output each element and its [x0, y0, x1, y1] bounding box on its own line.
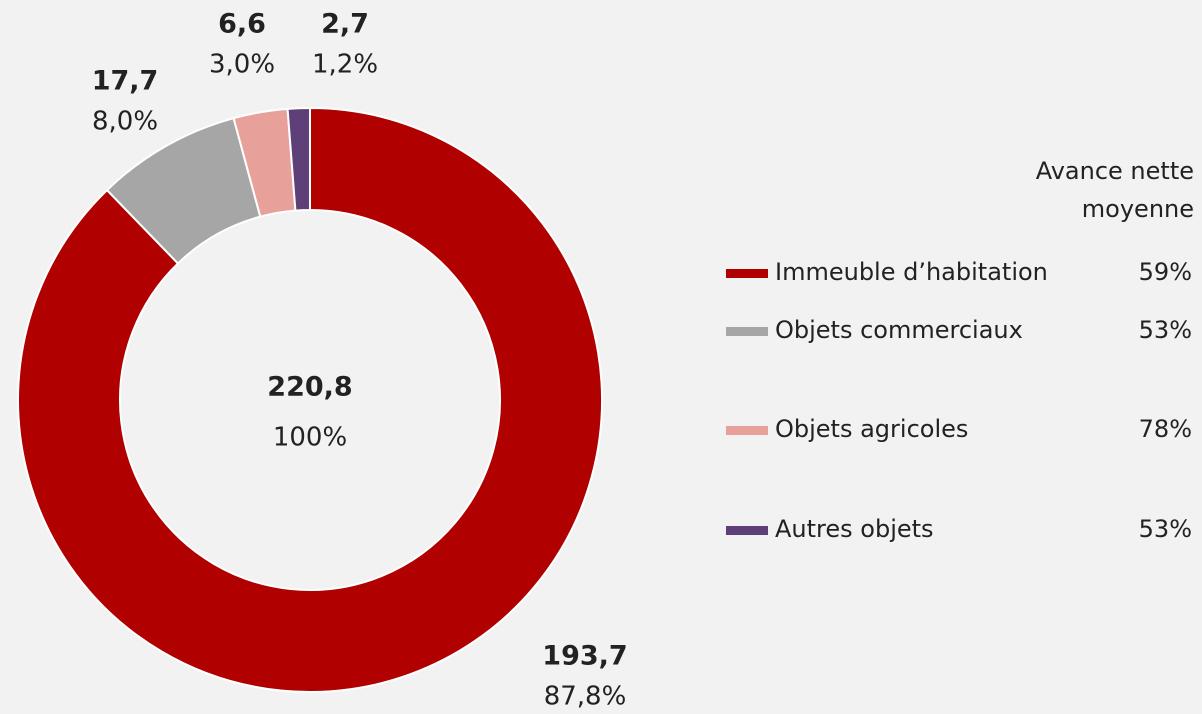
percent-label: 87,8% — [544, 682, 627, 712]
legend-value: 53% — [1139, 515, 1192, 543]
legend-value-title: Avance nette moyenne — [1035, 157, 1194, 223]
total-percent-label: 100% — [273, 423, 347, 453]
legend-swatch — [726, 327, 768, 336]
legend-value: 59% — [1139, 258, 1192, 286]
donut-slice — [286, 106, 311, 212]
value-label: 2,7 — [321, 9, 369, 40]
legend-label: Objets commerciaux — [775, 316, 1023, 344]
percent-label: 1,2% — [312, 50, 378, 80]
value-label: 193,7 — [542, 641, 627, 672]
donut-slice — [17, 106, 603, 693]
percent-label: 3,0% — [209, 50, 275, 80]
legend-swatch — [726, 526, 768, 535]
total-label: 220,8 — [267, 372, 352, 403]
value-label: 6,6 — [218, 9, 266, 40]
value-label: 17,7 — [92, 66, 159, 97]
percent-label: 8,0% — [92, 107, 158, 137]
legend-swatch — [726, 269, 768, 278]
legend-value: 78% — [1139, 415, 1192, 443]
legend-label: Autres objets — [775, 515, 934, 543]
legend-swatch — [726, 426, 768, 435]
legend-label: Objets agricoles — [775, 415, 968, 443]
legend-value: 53% — [1139, 316, 1192, 344]
legend-label: Immeuble d’habitation — [775, 258, 1048, 286]
